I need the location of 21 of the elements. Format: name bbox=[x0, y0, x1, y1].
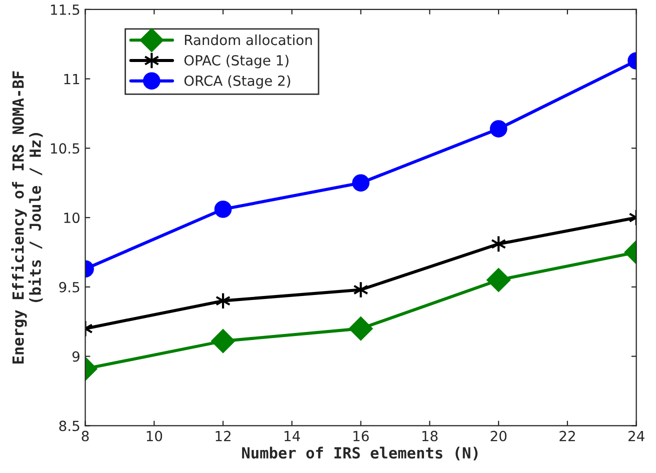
y-tick-label: 11.5 bbox=[51, 4, 80, 15]
legend-label: OPAC (Stage 1) bbox=[184, 54, 288, 68]
y-axis-title: Energy Efficiency of IRS NOMA-BF (bits / Joule / Hz) bbox=[11, 71, 43, 364]
x-tick-label: 10 bbox=[146, 430, 162, 442]
y-tick-label: 9.5 bbox=[59, 282, 80, 292]
x-tick-label: 20 bbox=[490, 430, 506, 442]
y-tick-label: 8.5 bbox=[59, 420, 80, 432]
x-axis-title: Number of IRS elements (N) bbox=[242, 446, 478, 460]
legend-label: Random allocation bbox=[184, 34, 312, 46]
x-tick-label: 14 bbox=[284, 430, 300, 442]
legend-label: ORCA (Stage 2) bbox=[184, 75, 290, 89]
x-tick-label: 8 bbox=[82, 430, 89, 442]
x-tick-label: 24 bbox=[628, 430, 644, 442]
x-tick-label: 16 bbox=[353, 430, 369, 442]
y-tick-label: 10 bbox=[64, 212, 80, 224]
y-tick-label: 9 bbox=[72, 351, 80, 362]
y-tick-label: 10.5 bbox=[51, 143, 80, 154]
y-tick-label: 11 bbox=[64, 74, 80, 84]
x-tick-label: 22 bbox=[560, 430, 575, 442]
x-tick-label: 12 bbox=[216, 430, 230, 442]
x-tick-label: 18 bbox=[422, 430, 438, 442]
